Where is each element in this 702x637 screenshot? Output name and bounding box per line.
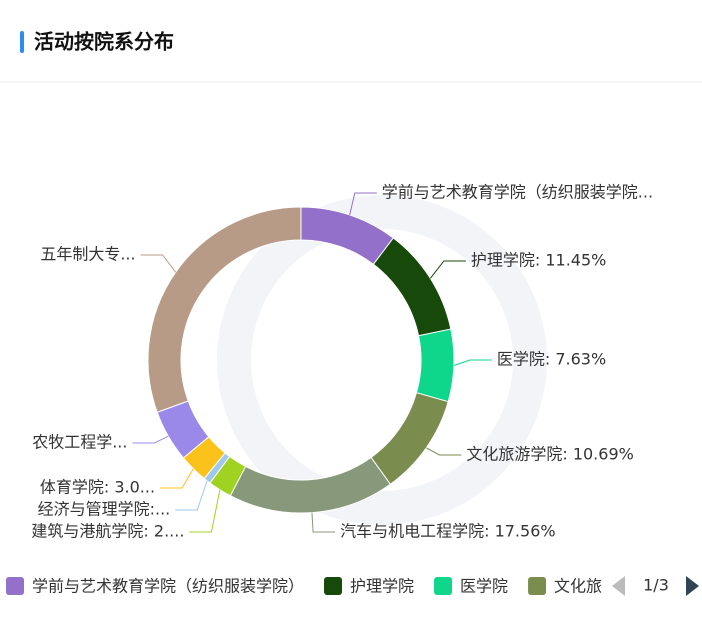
label-line [160, 468, 194, 489]
slice-label: 体育学院: 3.0... [40, 478, 155, 497]
label-line [175, 480, 208, 511]
label-line [426, 447, 462, 456]
slice [415, 328, 455, 403]
decor-ring [217, 195, 547, 525]
slice [147, 206, 302, 413]
legend-prev[interactable] [612, 576, 625, 596]
label-line [189, 489, 221, 533]
slice-label: 学前与艺术教育学院（纺织服装学院... [382, 183, 653, 202]
legend-swatch [324, 577, 343, 595]
slice-label: 农牧工程学... [32, 433, 127, 452]
label-line [311, 512, 336, 533]
slice-label: 文化旅游学院: 10.69% [466, 445, 634, 464]
slice-label: 五年制大专... [40, 245, 135, 264]
legend-label: 文化旅游学院 [554, 577, 650, 596]
legend-swatch [434, 577, 453, 595]
slice [372, 237, 452, 337]
card-title: 活动按院系分布 [34, 30, 174, 54]
legend-swatch [6, 577, 24, 595]
legend-label: 医学院 [460, 577, 508, 596]
legend-next[interactable] [686, 576, 699, 596]
legend-label: 学前与艺术教育学院（纺织服装学院） [32, 577, 304, 596]
slice-label: 医学院: 7.63% [497, 350, 606, 369]
legend-label: 护理学院 [350, 577, 414, 596]
slice-label: 经济与管理学院:... [38, 500, 171, 519]
label-line [429, 260, 466, 279]
slice [370, 392, 449, 485]
slice-label: 汽车与机电工程学院: 17.56% [340, 522, 556, 541]
title-accent [20, 31, 24, 53]
label-line [453, 359, 492, 366]
donut: 学前与艺术教育学院（纺织服装学院... 护理学院: 11.45% 医学院: 7.63… [31, 183, 653, 541]
slice-label: 护理学院: 11.45% [471, 251, 607, 270]
label-line [349, 192, 377, 216]
label-line [132, 435, 169, 444]
legend-page: 1/3 [643, 576, 669, 595]
legend-swatch [528, 577, 547, 595]
slice-label: 建筑与港航学院: 2.... [31, 522, 184, 541]
legend: 学前与艺术教育学院（纺织服装学院） 护理学院 医学院 文化旅游学院 [6, 577, 650, 596]
label-line [140, 254, 177, 273]
